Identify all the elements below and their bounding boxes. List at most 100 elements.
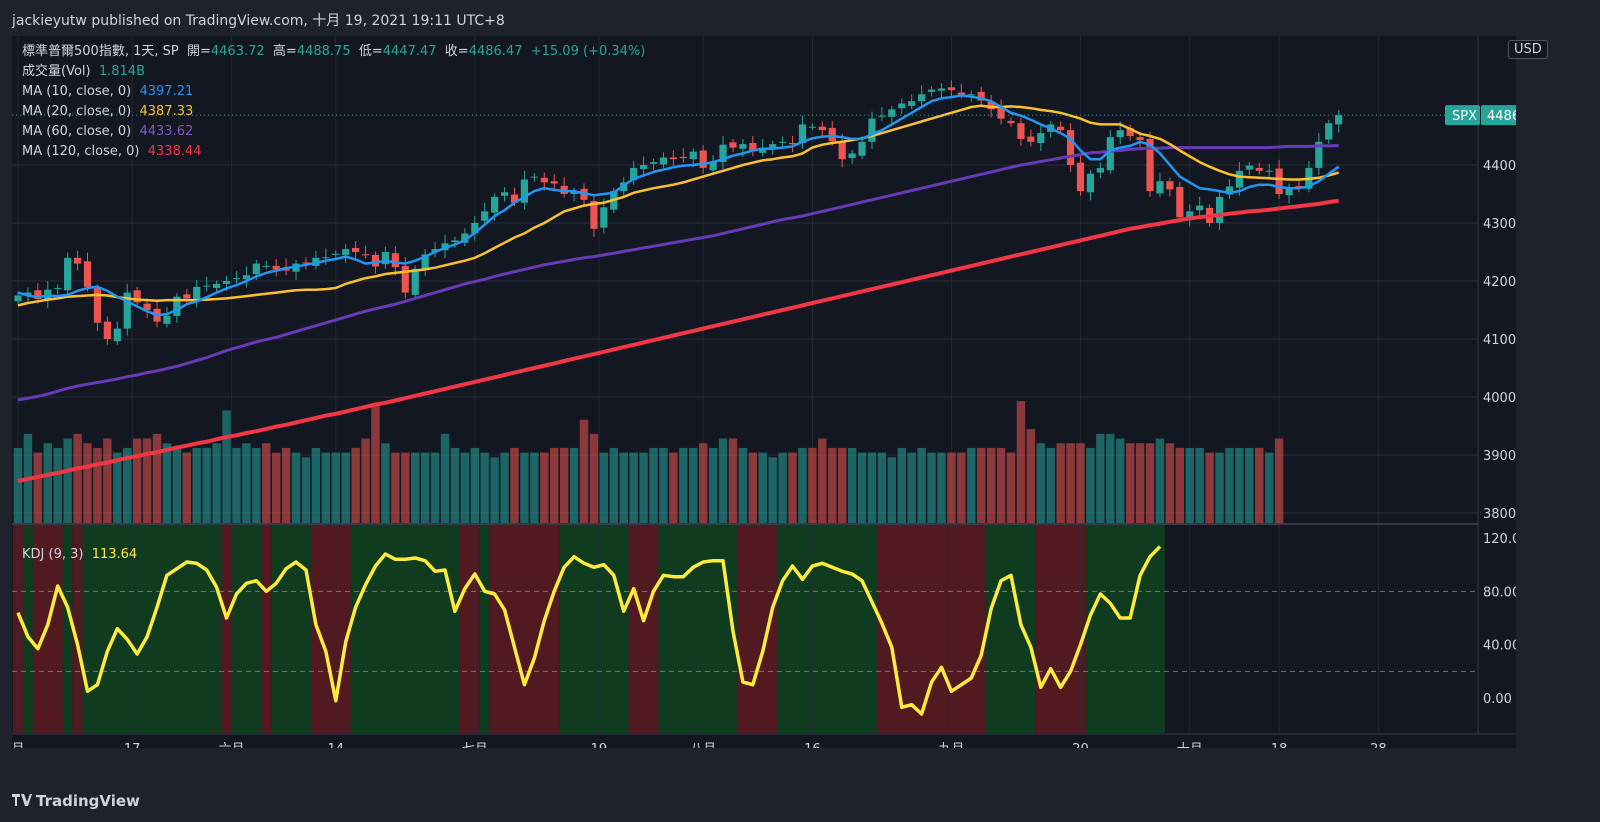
volume-bar-24 [252,447,261,523]
candle-body-66 [669,157,677,160]
legend-ma20-row[interactable]: MA (20, close, 0) 4387.33 [22,102,645,122]
volume-bar-103 [1036,443,1045,523]
volume-bar-0 [13,447,23,523]
volume-bar-91 [917,447,926,523]
volume-bar-6 [73,433,82,523]
candle-body-78 [788,142,797,145]
kdj-tick-label-0: 0.00 [1483,692,1512,707]
price-tag-symbol-bg [1445,105,1480,126]
price-tick-label-2: 4000.00 [1483,391,1516,406]
kdj-label: KDJ (9, 3) [22,547,84,562]
candle-body-79 [798,124,807,143]
ma60-line [17,144,1339,402]
volume-bar-44 [450,447,460,523]
candle-body-95 [957,92,965,95]
volume-bar-57 [579,419,589,523]
volume-bar-11 [123,447,132,523]
volume-bar-9 [103,438,112,523]
candle-body-65 [659,157,668,165]
volume-bar-112 [1125,443,1135,523]
legend-volume-label: 成交量(Vol) [22,64,91,79]
legend-ma120-row[interactable]: MA (120, close, 0) 4338.44 [22,142,645,162]
legend-symbol[interactable]: 標準普爾500指數, 1天, SP [22,44,179,59]
candle-body-2 [34,290,42,299]
candle-body-67 [679,156,687,159]
candle-body-26 [272,265,280,270]
volume-bar-105 [1056,443,1065,523]
legend-volume-value: 1.814B [98,64,145,79]
volume-bar-108 [1086,447,1095,523]
candle-body-102 [1027,136,1035,142]
currency-badge[interactable]: USD [1508,40,1548,59]
volume-bar-79 [798,447,807,523]
candle-body-53 [540,177,548,183]
volume-bar-95 [957,452,966,523]
volume-bar-54 [550,447,559,523]
volume-bar-46 [470,447,479,523]
volume-bar-56 [569,447,579,523]
volume-bar-10 [113,452,122,523]
candle-body-11 [123,292,131,329]
candle-body-124 [1245,165,1253,170]
candle-body-19 [203,285,211,287]
price-tick-label-5: 4300.00 [1483,217,1516,232]
candle-body-84 [848,153,856,159]
volume-bar-14 [152,433,162,523]
volume-bar-125 [1255,447,1264,523]
volume-bar-87 [877,452,887,523]
volume-bar-62 [629,452,638,523]
volume-bar-83 [837,447,847,523]
candle-body-33 [342,249,350,255]
candle-body-71 [719,144,727,163]
time-tick-label-3: 14 [327,742,344,748]
volume-bar-122 [1225,447,1234,523]
candle-body-17 [183,294,191,299]
candle-body-99 [997,108,1005,119]
candle-body-38 [391,253,399,268]
kdj-legend[interactable]: KDJ (9, 3) 113.64 [22,547,137,562]
kdj-tick-label-3: 120.00 [1483,532,1516,547]
ma20-line [17,104,1340,307]
volume-bar-35 [361,438,370,523]
legend-ma60-row[interactable]: MA (60, close, 0) 4433.62 [22,122,645,142]
kdj-zone-4 [72,525,83,733]
volume-bar-27 [281,447,291,523]
candle-body-31 [322,257,330,259]
footer-brand[interactable]: TradingView [12,792,140,810]
volume-bar-73 [738,447,748,523]
candle-body-52 [530,176,538,178]
kdj-value: 113.64 [91,547,138,562]
kdj-zone-3 [62,525,73,733]
price-tick-label-1: 3900.00 [1483,449,1516,464]
legend-ma10-row[interactable]: MA (10, close, 0) 4397.21 [22,82,645,102]
candle-body-132 [1325,123,1333,140]
legend-volume-row[interactable]: 成交量(Vol) 1.814B [22,62,645,82]
time-tick-label-9: 20 [1072,742,1089,748]
price-tag-value: 4486.47 [1487,109,1516,124]
chart-area[interactable]: 3800.00 3900.00 4000.00 4100.00 4200.00 4300.… [11,36,1553,757]
candle-body-40 [411,268,419,295]
price-axis-bg [1478,36,1516,733]
candle-body-45 [461,233,469,243]
legend-ma10-label: MA (10, close, 0) [22,84,132,99]
volume-bar-118 [1185,447,1194,523]
kdj-zone-23 [1035,525,1086,733]
price-tag-symbol: SPX [1452,109,1477,124]
candle-body-20 [213,283,221,288]
candle-body-74 [749,142,757,151]
candle-body-51 [520,179,529,203]
candle-body-125 [1255,167,1263,171]
chart-svg[interactable]: 3800.00 3900.00 4000.00 4100.00 4200.00 4300.… [11,36,1553,757]
candle-body-112 [1126,127,1134,136]
volume-bar-23 [242,443,251,523]
volume-bar-121 [1215,452,1224,523]
volume-bar-15 [162,443,172,523]
legend: 標準普爾500指數, 1天, SP 開=4463.72 高=4488.75 低=… [22,42,645,162]
volume-bar-65 [659,447,668,523]
volume-bar-28 [291,452,301,523]
volume-bar-47 [480,452,489,523]
publish-header: jackieyutw published on TradingView.com,… [12,13,505,29]
candle-body-115 [1156,181,1164,194]
candle-body-12 [133,290,141,303]
candle-body-94 [947,87,956,91]
